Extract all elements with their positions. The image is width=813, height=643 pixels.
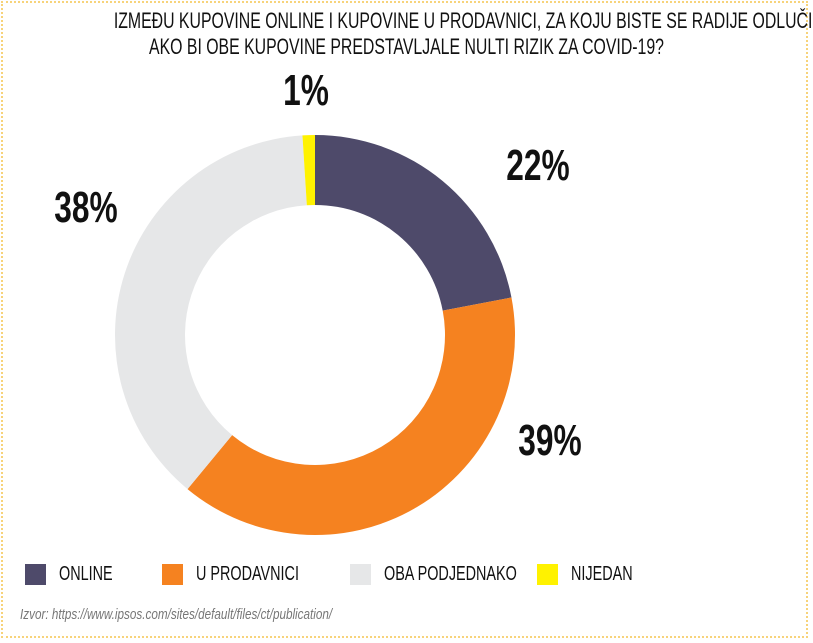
legend-swatch <box>350 564 371 585</box>
data-label: 39% <box>518 416 581 465</box>
legend-label: U PRODAVNICI <box>196 563 299 585</box>
title-line-2: AKO BI OBE KUPOVINE PREDSTAVLJALE NULTI … <box>149 34 664 59</box>
legend-label: ONLINE <box>59 563 113 585</box>
legend-label: NIJEDAN <box>571 563 633 585</box>
legend-item-nijedan: NIJEDAN <box>537 563 657 586</box>
legend-label: OBA PODJEDNAKO <box>384 563 517 585</box>
legend-swatch <box>25 564 46 585</box>
legend-item-online: ONLINE <box>25 563 133 586</box>
legend-swatch <box>537 564 558 585</box>
chart-title: IZMEĐU KUPOVINE ONLINE I KUPOVINE U PROD… <box>0 8 813 60</box>
source-note: Izvor: https://www.ipsos.com/sites/defau… <box>20 606 333 623</box>
data-label: 1% <box>283 66 329 115</box>
legend-swatch <box>162 564 183 585</box>
title-line-1: IZMEĐU KUPOVINE ONLINE I KUPOVINE U PROD… <box>113 8 813 33</box>
slice-nijedan <box>302 135 315 206</box>
legend-item-u-prodavnici: U PRODAVNICI <box>162 563 339 586</box>
slice-online <box>315 135 512 311</box>
legend-item-oba-podjednako: OBA PODJEDNAKO <box>350 563 569 586</box>
slice-oba-podjednako <box>115 135 307 490</box>
slice-u-prodavnici <box>187 297 515 535</box>
data-label: 22% <box>506 141 569 190</box>
data-label: 38% <box>54 183 117 232</box>
